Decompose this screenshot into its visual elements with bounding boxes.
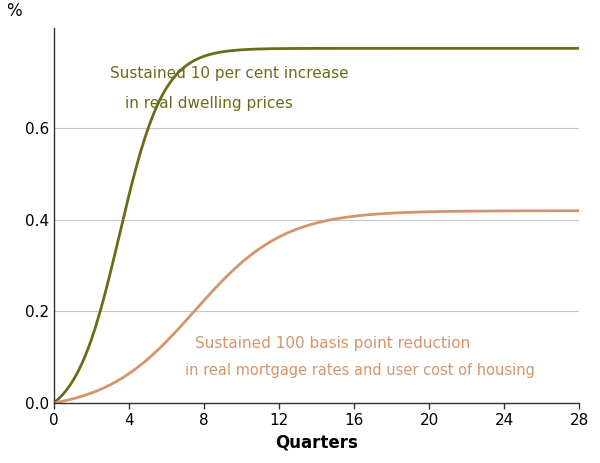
Text: in real mortgage rates and user cost of housing: in real mortgage rates and user cost of … — [185, 363, 535, 378]
Y-axis label: %: % — [7, 2, 22, 20]
Text: Sustained 10 per cent increase: Sustained 10 per cent increase — [110, 66, 349, 81]
Text: Sustained 100 basis point reduction: Sustained 100 basis point reduction — [194, 336, 470, 351]
X-axis label: Quarters: Quarters — [275, 434, 358, 452]
Text: in real dwelling prices: in real dwelling prices — [125, 96, 293, 111]
